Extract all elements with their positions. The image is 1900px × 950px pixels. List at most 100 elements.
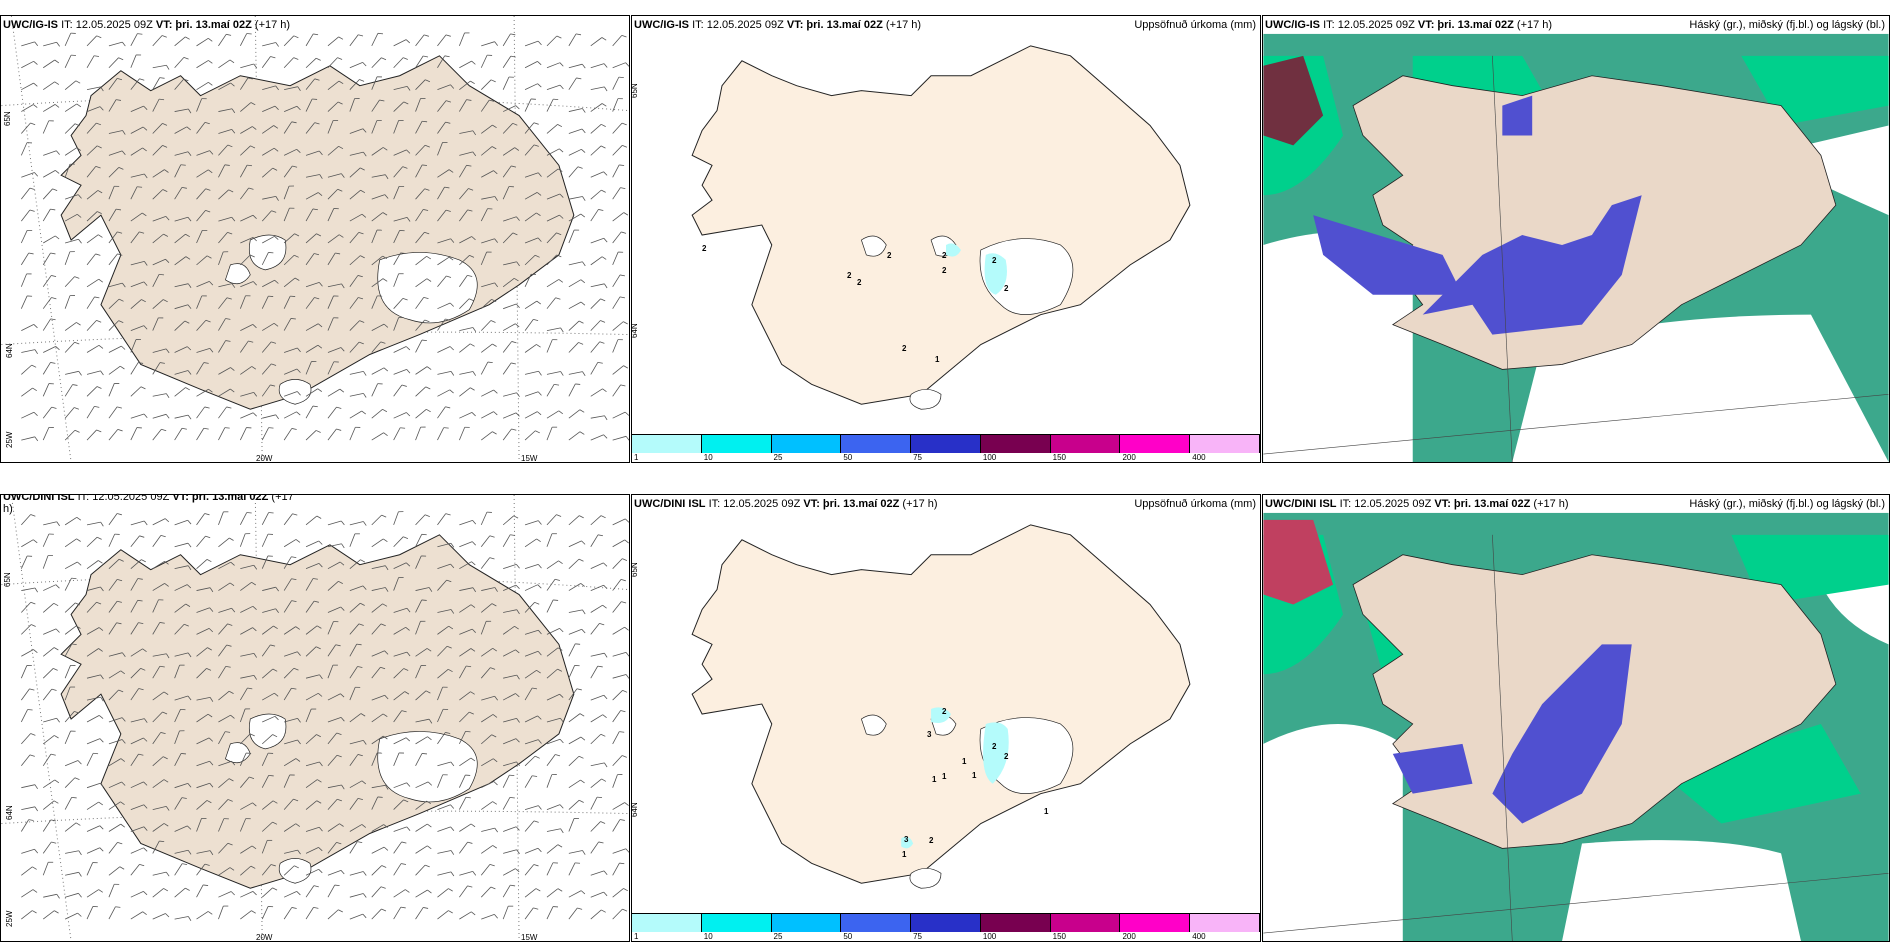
- wind-barb-flag: [209, 697, 214, 702]
- wind-barb: [415, 555, 422, 569]
- wind-barb: [152, 393, 167, 397]
- wind-barb: [371, 432, 384, 441]
- wind-barb-flag: [228, 690, 234, 694]
- wind-barb-flag: [401, 863, 407, 865]
- wind-barb: [152, 560, 165, 570]
- precip-value: 2: [992, 256, 997, 265]
- wind-barb: [437, 406, 446, 419]
- wind-barb: [196, 737, 210, 745]
- wind-barb: [502, 797, 511, 810]
- wind-barb: [590, 891, 604, 898]
- wind-barb: [196, 362, 205, 375]
- wind-barb: [546, 738, 561, 745]
- wind-barb-flag: [251, 910, 256, 914]
- wind-barb: [393, 626, 406, 635]
- wind-barb: [612, 164, 620, 178]
- wind-barb: [349, 602, 361, 613]
- wind-barb: [240, 845, 253, 854]
- wind-barb-flag: [515, 303, 520, 309]
- wind-barb: [174, 233, 186, 244]
- wind-barb-flag: [297, 347, 301, 353]
- wind-barb: [196, 647, 208, 657]
- wind-barb: [568, 558, 580, 569]
- lat-label-64n: 64N: [631, 323, 639, 338]
- wind-barb-flag: [318, 282, 323, 287]
- wind-barb-flag: [623, 365, 628, 369]
- wind-barb-flag: [624, 411, 629, 416]
- wind-barb: [590, 209, 599, 222]
- wind-barb-flag: [492, 845, 498, 849]
- wind-barb-flag: [514, 277, 519, 282]
- wind-barb: [283, 185, 290, 200]
- wind-barb-flag: [445, 100, 452, 103]
- wind-barb: [305, 734, 317, 745]
- wind-barb-flag: [494, 696, 498, 701]
- wind-barb-flag: [445, 121, 451, 124]
- wind-barb: [371, 33, 379, 47]
- wind-barb-flag: [560, 717, 564, 723]
- wind-barb: [240, 324, 254, 331]
- wind-barb: [261, 734, 273, 745]
- wind-barb: [393, 412, 407, 419]
- wind-barb-flag: [471, 412, 476, 417]
- wind-barb: [503, 849, 517, 854]
- wind-barb: [371, 212, 384, 222]
- wind-barb-flag: [229, 582, 235, 587]
- wind-barb: [480, 535, 491, 548]
- wind-barb-flag: [362, 128, 367, 133]
- wind-barb: [546, 148, 560, 156]
- wind-barb-flag: [297, 718, 301, 723]
- wind-barb-flag: [138, 622, 144, 625]
- wind-barb-flag: [295, 823, 301, 827]
- wind-barb-flag: [470, 387, 475, 391]
- wind-barb: [20, 273, 27, 287]
- wind-barb: [196, 513, 206, 526]
- wind-barb: [108, 130, 123, 134]
- wind-barb: [327, 252, 336, 266]
- wind-barb-flag: [537, 715, 542, 720]
- wind-barb-flag: [120, 801, 125, 806]
- wind-barb: [174, 652, 189, 657]
- wind-barb-flag: [290, 318, 296, 320]
- wind-barb-flag: [138, 753, 144, 756]
- wind-barb: [349, 371, 364, 375]
- wind-barb: [64, 711, 75, 723]
- wind-barb-flag: [427, 889, 432, 894]
- wind-barb: [371, 824, 384, 832]
- wind-barb-flag: [492, 714, 498, 718]
- wind-barb: [327, 36, 339, 47]
- wind-barb: [327, 754, 338, 767]
- wind-barb: [240, 802, 253, 810]
- wind-barb-flag: [76, 322, 81, 326]
- wind-barb: [130, 648, 143, 657]
- wind-barb: [590, 171, 604, 178]
- wind-barb: [152, 98, 160, 112]
- wind-barb: [218, 59, 231, 69]
- wind-barb: [196, 668, 207, 679]
- wind-barb-flag: [315, 430, 321, 433]
- wind-barb-flag: [159, 665, 165, 668]
- wind-barb: [371, 735, 384, 745]
- wind-barb: [42, 735, 55, 745]
- wind-barb-flag: [603, 562, 608, 567]
- wind-barb-flag: [358, 297, 364, 300]
- wind-barb: [393, 536, 404, 548]
- wind-barb-flag: [183, 57, 189, 60]
- wind-barb-flag: [96, 319, 102, 323]
- wind-barb-flag: [382, 212, 388, 216]
- wind-barb-flag: [537, 40, 542, 46]
- wind-barb: [42, 297, 52, 309]
- wind-barb-flag: [448, 910, 453, 914]
- wind-barb-flag: [229, 867, 235, 871]
- wind-barb: [327, 732, 338, 745]
- wind-barb-flag: [580, 583, 585, 587]
- wind-barb-flag: [208, 737, 214, 742]
- wind-barb: [459, 188, 469, 200]
- wind-barb: [327, 283, 342, 288]
- wind-barb-flag: [357, 841, 363, 844]
- wind-barb: [503, 303, 517, 310]
- wind-barb-flag: [99, 783, 104, 788]
- wind-barb: [21, 649, 34, 657]
- wind-barb: [240, 910, 252, 920]
- wind-barb-flag: [471, 236, 476, 241]
